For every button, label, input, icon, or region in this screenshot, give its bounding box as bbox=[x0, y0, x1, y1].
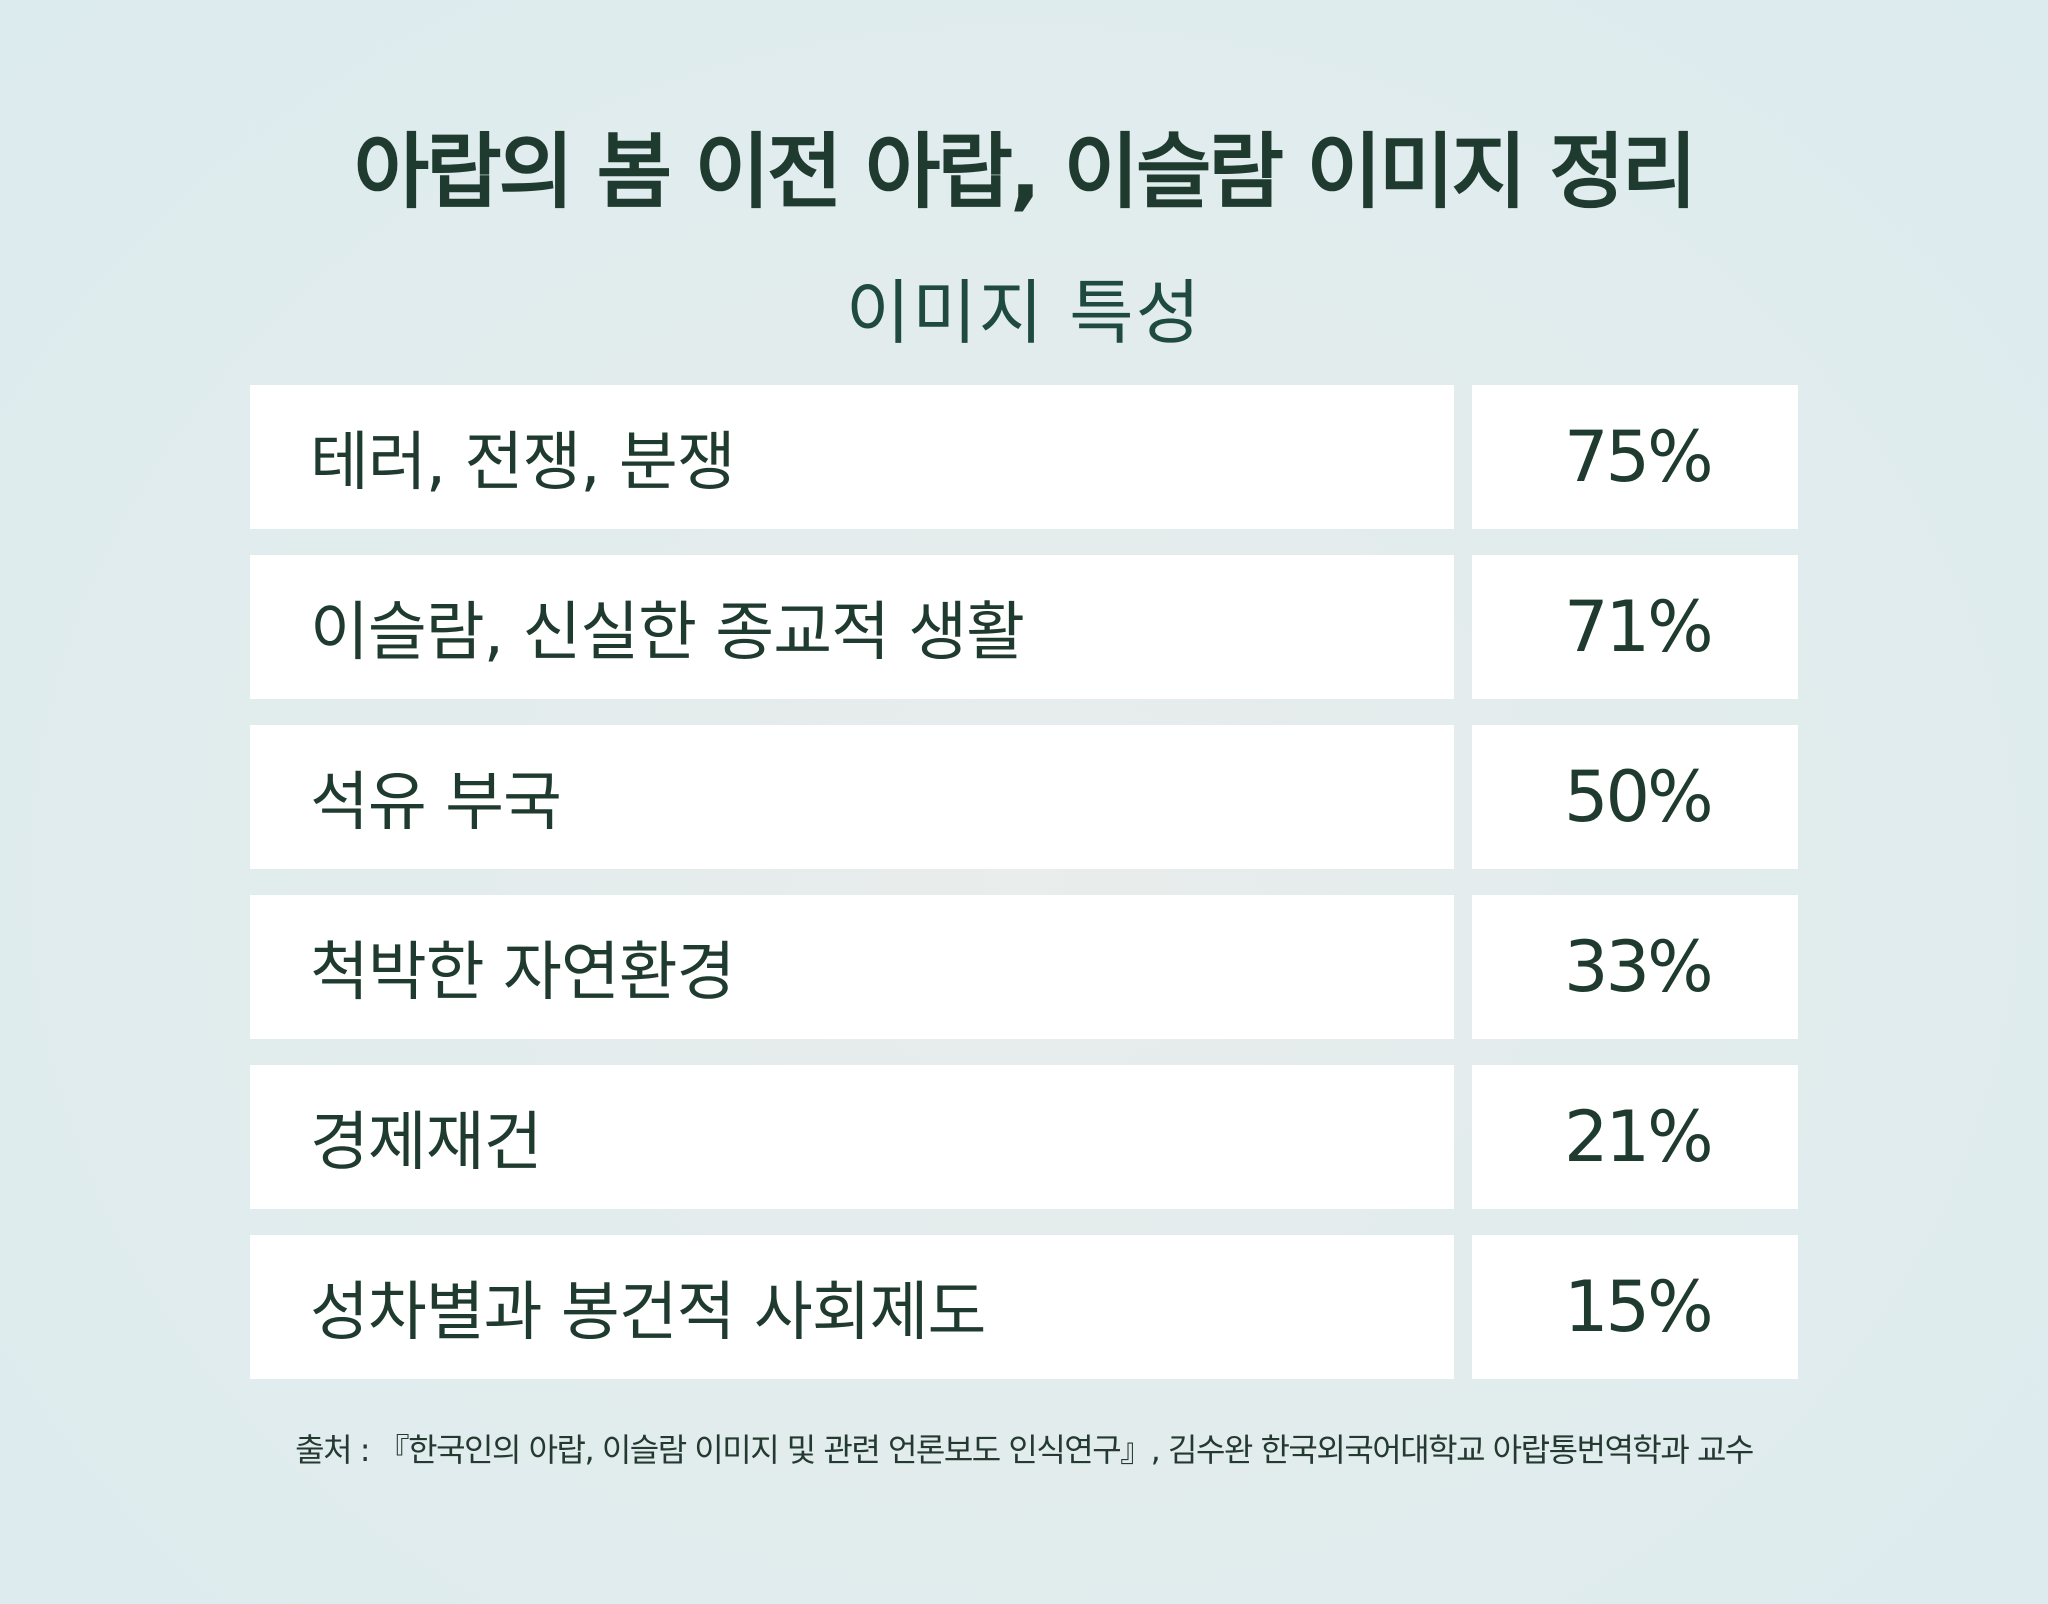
source-note: 출처 : 『한국인의 아랍, 이슬람 이미지 및 관련 언론보도 인식연구』, … bbox=[295, 1431, 1754, 1469]
table-row: 척박한 자연환경 33% bbox=[250, 895, 1798, 1039]
row-value: 33% bbox=[1472, 895, 1798, 1039]
table-row: 테러, 전쟁, 분쟁 75% bbox=[250, 385, 1798, 529]
table-row: 이슬람, 신실한 종교적 생활 71% bbox=[250, 555, 1798, 699]
row-label: 경제재건 bbox=[250, 1065, 1454, 1209]
row-label: 이슬람, 신실한 종교적 생활 bbox=[250, 555, 1454, 699]
row-label: 척박한 자연환경 bbox=[250, 895, 1454, 1039]
data-table: 테러, 전쟁, 분쟁 75% 이슬람, 신실한 종교적 생활 71% 석유 부국… bbox=[250, 385, 1798, 1405]
row-label: 성차별과 봉건적 사회제도 bbox=[250, 1235, 1454, 1379]
table-row: 석유 부국 50% bbox=[250, 725, 1798, 869]
row-value: 50% bbox=[1472, 725, 1798, 869]
row-value: 71% bbox=[1472, 555, 1798, 699]
row-value: 75% bbox=[1472, 385, 1798, 529]
table-column-header: 이미지 특성 bbox=[845, 272, 1203, 354]
row-value: 15% bbox=[1472, 1235, 1798, 1379]
row-label: 석유 부국 bbox=[250, 725, 1454, 869]
row-label: 테러, 전쟁, 분쟁 bbox=[250, 385, 1454, 529]
table-row: 성차별과 봉건적 사회제도 15% bbox=[250, 1235, 1798, 1379]
page-title: 아랍의 봄 이전 아랍, 이슬람 이미지 정리 bbox=[353, 125, 1697, 220]
table-row: 경제재건 21% bbox=[250, 1065, 1798, 1209]
row-value: 21% bbox=[1472, 1065, 1798, 1209]
